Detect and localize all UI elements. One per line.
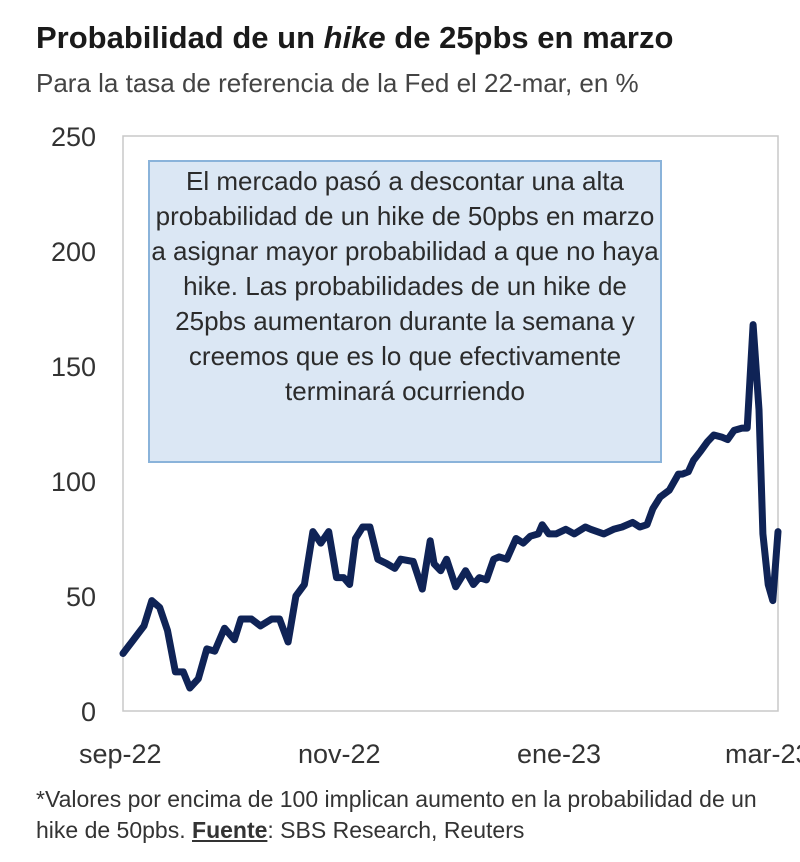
chart-title-italic: hike bbox=[323, 20, 386, 55]
x-tick-label: ene-23 bbox=[517, 739, 601, 769]
chart-subtitle: Para la tasa de referencia de la Fed el … bbox=[36, 68, 639, 98]
y-tick-label: 50 bbox=[66, 582, 96, 612]
series-line-hike-25pbs bbox=[119, 321, 782, 692]
y-tick-label: 0 bbox=[81, 697, 96, 727]
x-axis: sep-22 nov-22 ene-23 mar-23 bbox=[79, 739, 800, 769]
y-tick-label: 250 bbox=[51, 122, 96, 152]
y-tick-label: 200 bbox=[51, 237, 96, 267]
source-label: Fuente bbox=[192, 817, 268, 843]
y-tick-label: 100 bbox=[51, 467, 96, 497]
footnote: *Valores por encima de 100 implican aume… bbox=[36, 784, 800, 846]
chart-title-suffix: de 25pbs en marzo bbox=[385, 20, 674, 55]
line-chart: 250 200 150 100 50 0 sep-22 nov-22 ene-23 mar-23 bbox=[51, 122, 800, 769]
footnote-text: *Valores por encima de 100 implican aume… bbox=[36, 786, 757, 843]
plot-area-frame bbox=[122, 135, 779, 712]
x-tick-label: nov-22 bbox=[298, 739, 381, 769]
annotation-box: El mercado pasó a descontar una alta pro… bbox=[148, 160, 662, 463]
x-tick-label: sep-22 bbox=[79, 739, 162, 769]
x-tick-label: mar-23 bbox=[725, 739, 800, 769]
source-text: : SBS Research, Reuters bbox=[267, 817, 525, 843]
y-axis: 250 200 150 100 50 0 bbox=[51, 122, 96, 727]
y-tick-label: 150 bbox=[51, 352, 96, 382]
chart-title: Probabilidad de un hike de 25pbs en marz… bbox=[36, 20, 673, 56]
chart-title-prefix: Probabilidad de un bbox=[36, 20, 324, 55]
